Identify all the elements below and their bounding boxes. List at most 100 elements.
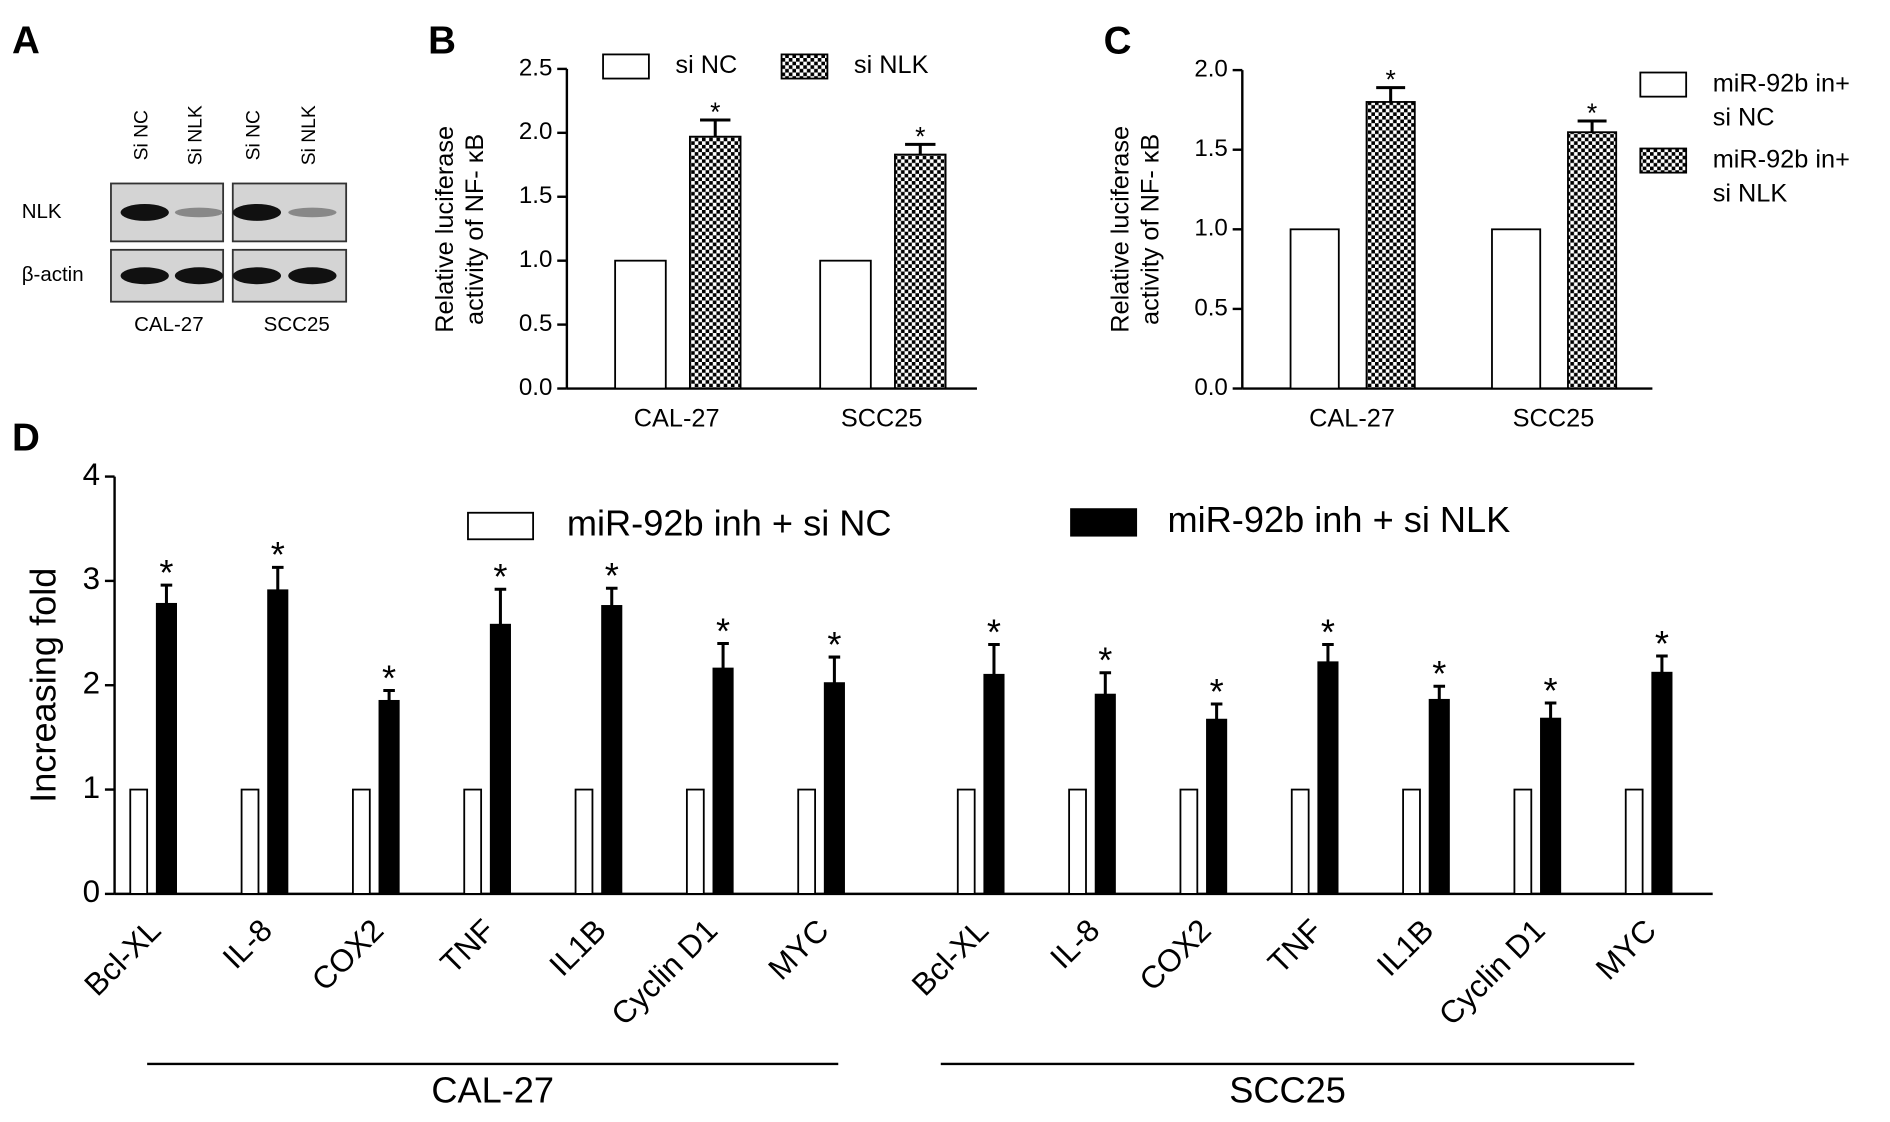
error-bar [494, 587, 507, 625]
significance: * [1210, 671, 1224, 712]
error-bar [1099, 671, 1112, 695]
lane-label: Si NC [131, 110, 152, 160]
significance: * [1321, 611, 1335, 652]
panel-label: C [1104, 20, 1132, 63]
significance: * [605, 555, 619, 596]
significance: * [1385, 65, 1395, 95]
x-tick-label: IL1B [1370, 913, 1440, 983]
bar [1402, 788, 1421, 895]
y-tick-label: 1.0 [519, 246, 553, 273]
significance: * [1655, 623, 1669, 664]
significance: * [159, 552, 173, 593]
band [288, 267, 337, 285]
band [120, 203, 169, 221]
bar [688, 135, 742, 390]
legend-swatch [1639, 147, 1688, 174]
group-label: CAL-27 [134, 313, 204, 336]
bar [894, 153, 947, 390]
lane-label: Si NLK [299, 105, 320, 165]
bar [819, 259, 872, 390]
error-bar [988, 643, 1000, 675]
error-bar [717, 641, 729, 669]
bar [1206, 718, 1228, 895]
significance: * [716, 610, 730, 651]
y-tick-label: 2.5 [519, 54, 553, 81]
x-tick-label: IL-8 [1044, 913, 1107, 976]
y-tick-label: 0.0 [519, 374, 553, 401]
x-tick-label: SCC25 [841, 405, 923, 433]
bar [956, 788, 976, 895]
y-tick-label: 1 [83, 770, 100, 805]
group-label: SCC25 [1229, 1069, 1346, 1110]
significance: * [915, 121, 925, 151]
band [174, 267, 224, 285]
y-tick-label: 3 [83, 561, 100, 596]
bar [1179, 788, 1199, 895]
bar [1491, 228, 1542, 390]
bar [1290, 788, 1310, 895]
band [232, 203, 282, 221]
error-bar [700, 118, 731, 137]
bar [378, 699, 400, 895]
x-tick-label: MYC [762, 913, 836, 987]
x-tick-label: IL-8 [216, 913, 279, 976]
x-tick-label: Bcl-XL [905, 913, 995, 1003]
legend-swatch [1070, 508, 1138, 537]
significance: * [493, 556, 507, 597]
bar [1289, 228, 1340, 390]
bar [1624, 788, 1644, 895]
bar [1317, 661, 1339, 895]
significance: * [1544, 670, 1558, 711]
legend-swatch [780, 53, 829, 80]
row-label: NLK [22, 200, 62, 223]
significance: * [1098, 640, 1112, 681]
error-bar [905, 142, 936, 155]
y-tick-label: 4 [83, 457, 100, 492]
panel-label: A [12, 20, 40, 63]
bar [1651, 671, 1673, 895]
y-tick-label: 0.5 [519, 310, 553, 337]
error-bar [828, 655, 841, 684]
bar [1365, 101, 1416, 390]
y-tick-label: 1.5 [1194, 135, 1228, 162]
error-bar [1544, 701, 1557, 719]
bar [489, 623, 511, 895]
error-bar [1376, 86, 1406, 102]
legend-label: miR-92b in+ si NLK [1713, 145, 1850, 207]
significance: * [1587, 98, 1597, 128]
bar [712, 667, 734, 895]
y-tick-label: 1.5 [519, 182, 553, 209]
lane-label: Si NLK [186, 105, 207, 165]
significance: * [1432, 653, 1446, 694]
bar [1540, 717, 1562, 895]
error-bar [160, 583, 173, 604]
bar [267, 589, 289, 895]
band [288, 207, 337, 218]
lane-label: Si NC [244, 110, 265, 160]
bar [1428, 698, 1450, 895]
x-tick-label: COX2 [1133, 913, 1218, 998]
y-tick-label: 1.0 [1194, 215, 1228, 242]
y-tick-label: 0.5 [1194, 294, 1228, 321]
bar [614, 259, 667, 390]
bar [463, 788, 483, 895]
panel-label: B [428, 20, 456, 63]
error-bar [1322, 643, 1334, 663]
band [232, 267, 282, 285]
error-bar [1433, 684, 1446, 700]
bar [823, 682, 845, 895]
error-bar [1577, 119, 1607, 133]
x-tick-label: IL1B [543, 913, 613, 983]
bar [574, 788, 594, 895]
y-tick-label: 2 [83, 666, 100, 701]
legend-label: si NLK [854, 51, 929, 79]
significance: * [382, 657, 396, 698]
bar [685, 788, 705, 895]
bar [1094, 693, 1116, 895]
bar [601, 605, 623, 895]
x-tick-label: CAL-27 [634, 405, 720, 433]
y-axis-label: activity of NF- κB [1137, 134, 1165, 325]
bar [1567, 131, 1618, 390]
panel-label: D [12, 417, 40, 460]
